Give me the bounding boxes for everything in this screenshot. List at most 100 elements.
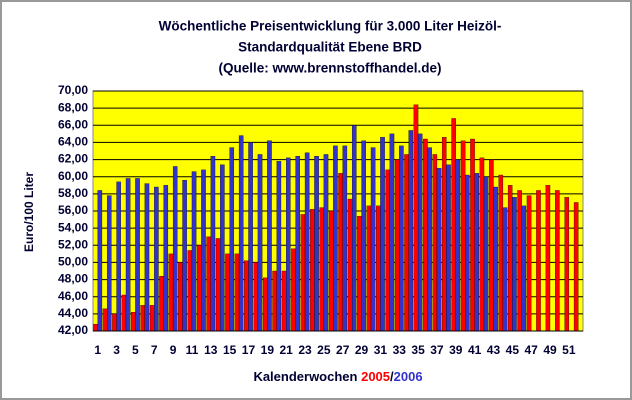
x-tick-label: 9 (170, 343, 177, 357)
bar (436, 167, 442, 332)
bar (191, 171, 197, 332)
bar (380, 137, 385, 332)
x-tick-label: 35 (411, 343, 425, 357)
bar (112, 313, 117, 332)
bar (220, 164, 225, 332)
bar (267, 140, 272, 332)
bar (257, 154, 263, 332)
bar (333, 145, 338, 332)
bar (512, 197, 517, 332)
bar (427, 147, 432, 332)
y-tick-label: 70,00 (58, 83, 88, 97)
bar (465, 174, 470, 332)
x-tick-label: 49 (543, 343, 557, 357)
y-tick-label: 56,00 (58, 203, 88, 217)
bar (413, 104, 419, 332)
bar (573, 202, 579, 332)
x-tick-label: 47 (524, 343, 538, 357)
bar (106, 195, 112, 332)
x-tick-label: 51 (562, 343, 576, 357)
y-tick-label: 50,00 (58, 255, 88, 269)
bar (121, 294, 127, 332)
x-tick-label: 33 (393, 343, 407, 357)
bar (253, 262, 259, 332)
bar (342, 145, 348, 332)
bar (163, 185, 169, 332)
legend-entry: 2005 (361, 369, 390, 384)
y-tick-label: 58,00 (58, 186, 88, 200)
bar (168, 253, 174, 332)
x-tick-label: 41 (468, 343, 482, 357)
bar (451, 118, 456, 332)
bar (555, 190, 560, 332)
bar (159, 275, 164, 332)
bar (489, 159, 494, 332)
bar (351, 125, 357, 332)
bar (460, 140, 466, 332)
bar (244, 260, 249, 332)
bar (238, 135, 244, 332)
y-tick-label: 46,00 (58, 289, 88, 303)
bar (319, 207, 325, 332)
legend-entry: 2006 (394, 369, 423, 384)
bar (376, 205, 381, 332)
bar (93, 323, 98, 332)
bar (502, 207, 508, 332)
bar (493, 186, 498, 332)
bar (399, 145, 404, 332)
y-tick-label: 42,00 (58, 323, 88, 337)
bar (201, 169, 206, 332)
y-tick-label: 60,00 (58, 169, 88, 183)
y-tick-label: 44,00 (58, 306, 88, 320)
bar (323, 154, 329, 332)
x-tick-label: 31 (374, 343, 388, 357)
bar (234, 253, 240, 332)
bar (210, 155, 216, 332)
bar (498, 174, 504, 332)
bar (196, 245, 202, 332)
bar (314, 155, 319, 332)
bar (144, 183, 150, 332)
bar (483, 176, 489, 332)
bar (135, 178, 140, 332)
bar (389, 133, 395, 332)
x-tick-label: 23 (298, 343, 312, 357)
x-tick-label: 17 (242, 343, 256, 357)
y-tick-label: 66,00 (58, 117, 88, 131)
bar (281, 270, 287, 332)
bar (295, 155, 300, 332)
x-axis-label-text: Kalenderwochen (253, 369, 357, 384)
x-tick-label: 3 (113, 343, 120, 357)
bar (140, 305, 145, 332)
x-tick-label: 7 (151, 343, 158, 357)
bar (517, 190, 522, 332)
bar (149, 305, 155, 332)
x-tick-label: 27 (336, 343, 350, 357)
bar (521, 205, 527, 332)
bar (470, 138, 475, 332)
bar (286, 157, 291, 332)
bar (328, 210, 334, 332)
bar (507, 185, 513, 332)
bar (404, 154, 409, 332)
bar (116, 181, 121, 332)
bar (182, 179, 187, 332)
bar (370, 147, 376, 332)
bar (272, 270, 277, 332)
y-tick-label: 64,00 (58, 135, 88, 149)
bar (385, 169, 390, 332)
x-tick-label: 45 (506, 343, 520, 357)
bar (131, 311, 136, 332)
bar (441, 137, 447, 332)
x-tick-label: 19 (261, 343, 275, 357)
x-tick-label: 37 (430, 343, 444, 357)
bar (408, 130, 414, 332)
bar (178, 262, 183, 332)
y-tick-label: 52,00 (58, 237, 88, 251)
bar (545, 185, 551, 332)
chart-title: (Quelle: www.brennstoffhandel.de) (218, 61, 441, 76)
bar (417, 133, 423, 332)
bar (229, 147, 235, 332)
y-tick-label: 62,00 (58, 152, 88, 166)
